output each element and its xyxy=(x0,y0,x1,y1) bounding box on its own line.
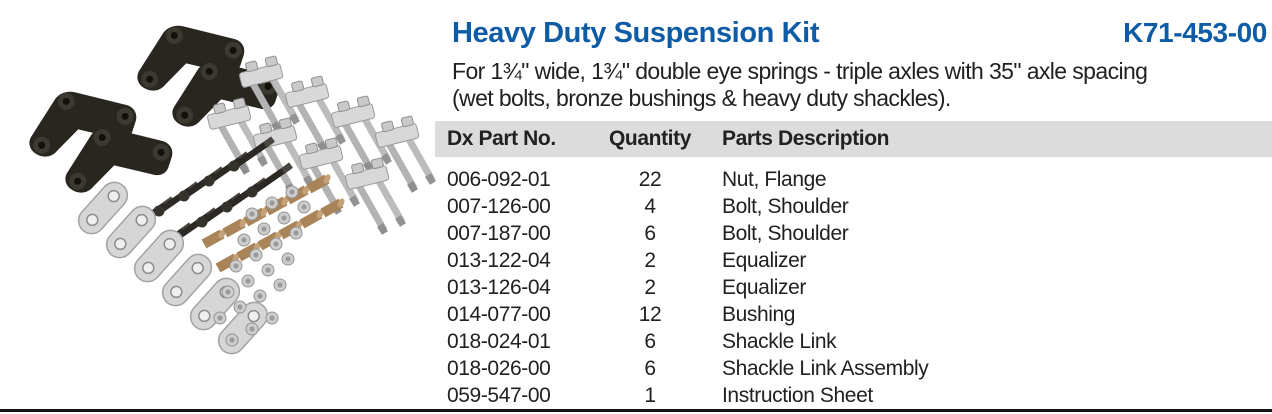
cell-description: Bolt, Shoulder xyxy=(722,194,849,218)
parts-table: Dx Part No. Quantity Parts Description 0… xyxy=(435,121,1272,409)
table-row: 013-126-04 2 Equalizer xyxy=(435,274,1272,301)
table-row: 006-092-01 22 Nut, Flange xyxy=(435,166,1272,193)
table-row: 007-187-00 6 Bolt, Shoulder xyxy=(435,220,1272,247)
parts-table-body: 006-092-01 22 Nut, Flange 007-126-00 4 B… xyxy=(435,166,1272,409)
cell-part-no: 013-126-04 xyxy=(447,275,551,299)
bottom-divider xyxy=(0,409,1272,412)
table-row: 059-547-00 1 Instruction Sheet xyxy=(435,382,1272,409)
cell-part-no: 007-126-00 xyxy=(447,194,551,218)
cell-quantity: 12 xyxy=(638,302,662,326)
product-header: Heavy Duty Suspension Kit K71-453-00 xyxy=(452,17,1267,50)
header-part-no: Dx Part No. xyxy=(447,127,556,150)
cell-part-no: 018-026-00 xyxy=(447,356,551,380)
cell-description: Shackle Link xyxy=(722,329,837,353)
cell-quantity: 1 xyxy=(644,383,656,407)
cell-description: Shackle Link Assembly xyxy=(722,356,929,380)
shackle-link-assemblies-illustration xyxy=(207,56,433,233)
cell-description: Nut, Flange xyxy=(722,167,827,191)
header-description: Parts Description xyxy=(722,127,890,150)
cell-description: Bushing xyxy=(722,302,796,326)
cell-description: Bolt, Shoulder xyxy=(722,221,849,245)
cell-quantity: 6 xyxy=(644,221,656,245)
cell-quantity: 6 xyxy=(644,329,656,353)
cell-part-no: 014-077-00 xyxy=(447,302,551,326)
cell-part-no: 006-092-01 xyxy=(447,167,551,191)
cell-quantity: 4 xyxy=(644,194,656,218)
cell-quantity: 2 xyxy=(644,275,656,299)
table-row: 018-026-00 6 Shackle Link Assembly xyxy=(435,355,1272,382)
cell-part-no: 013-122-04 xyxy=(447,248,551,272)
parts-table-header: Dx Part No. Quantity Parts Description xyxy=(435,121,1272,157)
kit-part-number: K71-453-00 xyxy=(1123,17,1267,48)
product-photo xyxy=(24,19,440,360)
table-row: 014-077-00 12 Bushing xyxy=(435,301,1272,328)
product-title: Heavy Duty Suspension Kit xyxy=(452,17,820,49)
table-row: 018-024-01 6 Shackle Link xyxy=(435,328,1272,355)
header-quantity: Quantity xyxy=(609,127,691,150)
cell-part-no: 059-547-00 xyxy=(447,383,551,407)
cell-quantity: 22 xyxy=(638,167,662,191)
cell-quantity: 6 xyxy=(644,356,656,380)
description-line-1: For 1¾" wide, 1¾" double eye springs - t… xyxy=(452,58,1148,84)
cell-part-no: 018-024-01 xyxy=(447,329,551,353)
cell-description: Equalizer xyxy=(722,275,806,299)
cell-description: Instruction Sheet xyxy=(722,383,873,407)
cell-part-no: 007-187-00 xyxy=(447,221,551,245)
table-row: 007-126-00 4 Bolt, Shoulder xyxy=(435,193,1272,220)
cell-description: Equalizer xyxy=(722,248,806,272)
description-line-2: (wet bolts, bronze bushings & heavy duty… xyxy=(452,85,951,111)
product-description: For 1¾" wide, 1¾" double eye springs - t… xyxy=(452,58,1148,112)
cell-quantity: 2 xyxy=(644,248,656,272)
table-row: 013-122-04 2 Equalizer xyxy=(435,247,1272,274)
